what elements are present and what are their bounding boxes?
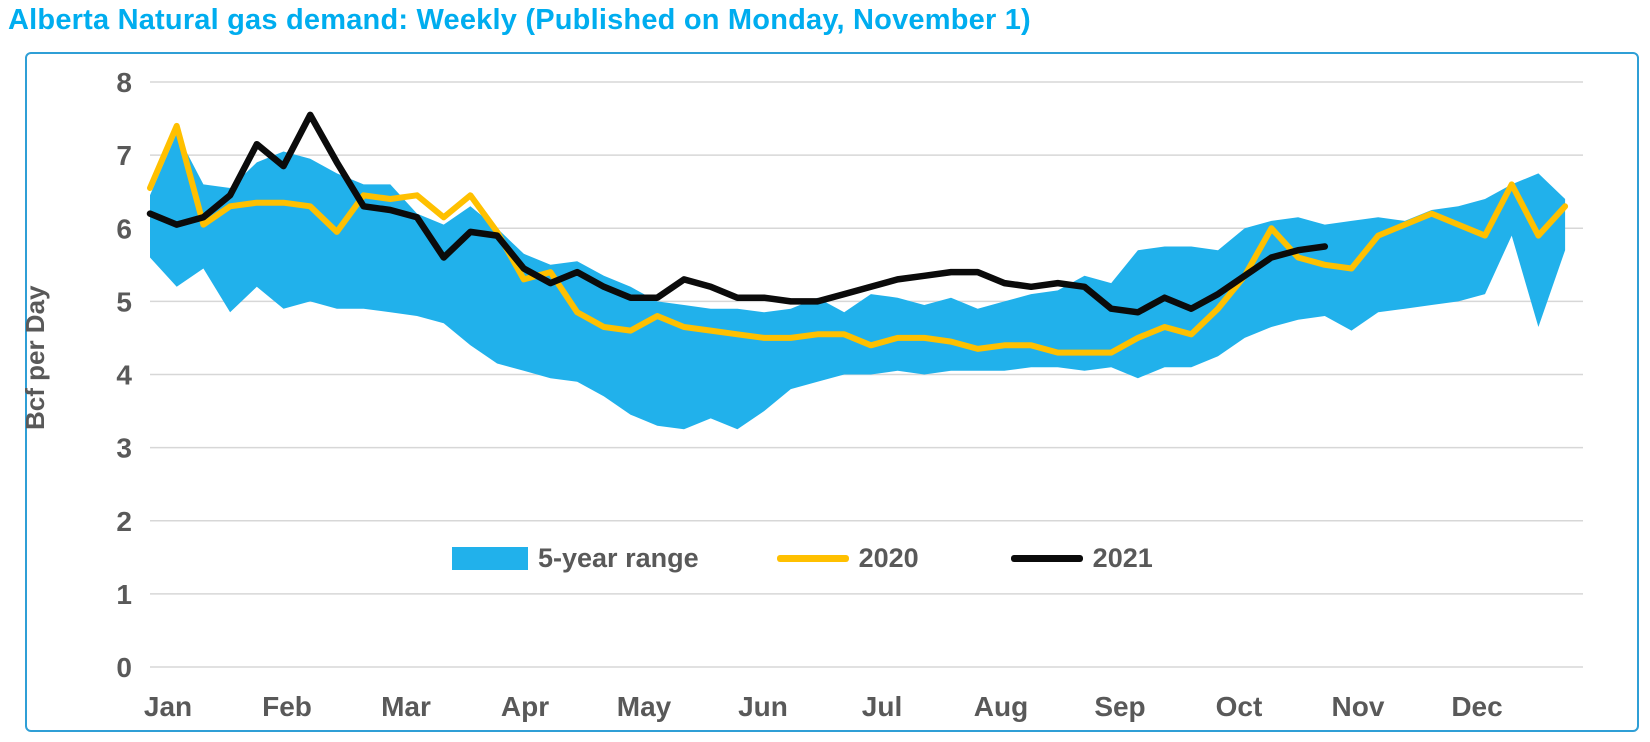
- y-axis-title: Bcf per Day: [20, 285, 50, 431]
- legend-label-2020: 2020: [858, 542, 919, 573]
- legend-swatch-2021-icon: [1010, 554, 1083, 562]
- chart-title: Alberta Natural gas demand: Weekly (Publ…: [8, 4, 1031, 36]
- legend-label-2021: 2021: [1092, 542, 1153, 573]
- legend-swatch-2020-icon: [776, 554, 849, 562]
- legend: 5-year range 2020 2021: [452, 540, 1153, 576]
- plot-frame: [25, 52, 1639, 732]
- legend-swatch-range-icon: [452, 546, 528, 570]
- legend-label-range: 5-year range: [538, 542, 699, 573]
